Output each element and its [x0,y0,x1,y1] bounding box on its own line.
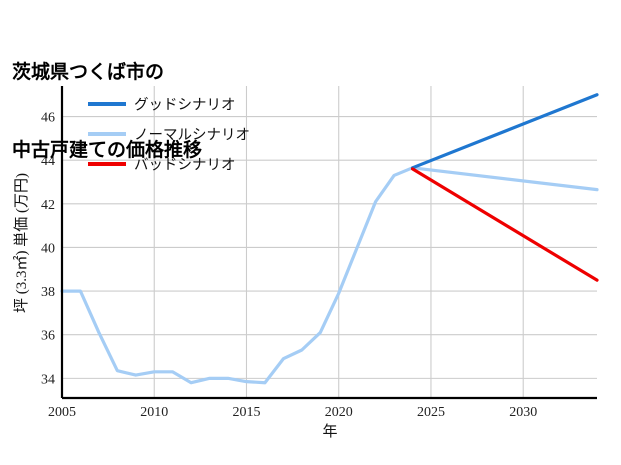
y-tick-label: 38 [41,285,55,300]
chart-title-line-2: 中古戸建ての価格推移 [12,140,203,161]
x-tick-label: 2010 [140,405,168,420]
series-line [410,93,599,170]
grid-lines [62,86,597,398]
x-tick-label: 2030 [509,405,537,420]
x-tick-label: 2025 [417,405,445,420]
x-tick-label: 2005 [48,405,76,420]
legend-label: ノーマルシナリオ [134,128,250,144]
y-tick-label: 34 [41,372,55,387]
y-tick-label: 46 [41,111,55,126]
x-axis-label: 年 [322,423,337,440]
x-tick-label: 2015 [232,405,260,420]
y-tick-labels: 34 36 38 40 42 44 46 [41,111,55,388]
y-axis-label: 坪 (3.3㎡) 単価 (万円) [13,173,30,313]
series-line [60,166,599,385]
chart-title-line-1: 茨城県つくば市の [12,62,165,83]
y-tick-label: 36 [41,329,55,344]
x-tick-label: 2020 [325,405,353,420]
series-line [410,167,599,282]
y-tick-label: 44 [41,154,55,169]
series-lines [60,93,599,385]
y-tick-label: 42 [41,198,55,213]
legend-label: グッドシナリオ [134,97,236,114]
chart-title: 茨城県つくば市の 中古戸建ての価格推移 [12,8,202,216]
axes [60,86,597,400]
x-tick-labels: 2005 2010 2015 2020 2025 2030 [48,405,537,420]
legend-label: バッドシナリオ [134,158,236,174]
y-tick-label: 40 [41,241,55,256]
